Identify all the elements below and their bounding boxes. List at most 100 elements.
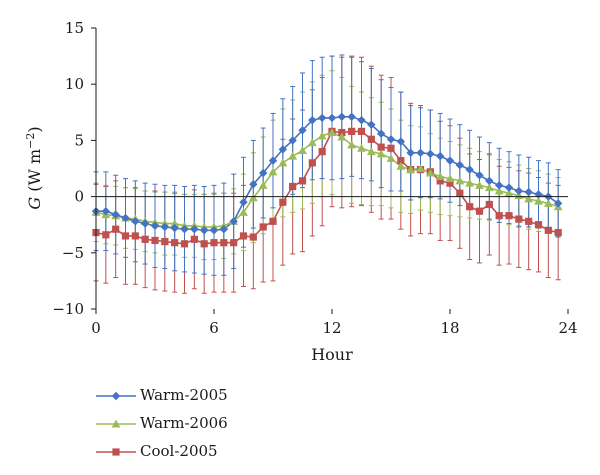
- cool-2005-point: [387, 144, 395, 152]
- warm-2006-point: [239, 207, 248, 216]
- warm-2006-point: [504, 188, 514, 197]
- legend-swatch-warm-2006: [96, 419, 136, 428]
- warm-2005-point: [121, 213, 130, 223]
- cool-2005-point: [289, 182, 297, 191]
- cool-2005-point: [190, 235, 198, 243]
- cool-2005-point: [298, 177, 307, 185]
- cool-2005-point: [397, 157, 405, 165]
- warm-2005-point: [376, 129, 386, 138]
- warm-2005-point: [298, 126, 307, 135]
- warm-2005-point: [219, 224, 229, 234]
- cool-2005-point: [249, 233, 257, 241]
- cool-2005-point: [121, 232, 130, 240]
- warm-2005-point: [426, 149, 435, 159]
- warm-2005-point: [278, 145, 288, 154]
- warm-2006-point: [425, 168, 435, 177]
- warm-2006-point: [475, 180, 484, 189]
- warm-2006-point: [258, 180, 268, 189]
- warm-2005-point: [268, 156, 278, 165]
- series-markers-layer: [91, 112, 563, 248]
- cool-2005-point: [269, 217, 277, 225]
- cool-2005-point: [515, 215, 523, 223]
- cool-2005-point: [367, 135, 375, 143]
- cool-2005-point: [171, 239, 179, 247]
- warm-2006-point: [416, 164, 425, 173]
- warm-2005-point: [435, 151, 445, 161]
- cool-2005-point: [348, 127, 356, 136]
- y-tick-label: −5: [62, 244, 84, 262]
- warm-2005-point: [229, 217, 238, 226]
- cool-2005-point: [112, 225, 120, 233]
- warm-2005-point: [140, 219, 150, 228]
- warm-2006-point: [543, 198, 553, 207]
- y-tick-label: 15: [65, 19, 84, 37]
- cool-2005-point: [200, 240, 208, 248]
- warm-2006-point: [268, 167, 278, 176]
- warm-2006-point: [327, 128, 337, 137]
- warm-2005-point: [406, 148, 415, 157]
- y-tick-label: 10: [65, 75, 84, 93]
- warm-2005-point: [357, 115, 366, 125]
- warm-2005-point: [524, 187, 533, 197]
- x-tick-label: 24: [558, 319, 577, 337]
- warm-2006-point: [406, 165, 416, 174]
- warm-2006-point: [170, 219, 180, 228]
- legend-label-cool-2005: Cool-2005: [140, 442, 218, 460]
- warm-2005-point: [170, 223, 179, 233]
- warm-2006-point: [317, 131, 327, 140]
- warm-2005-point: [239, 198, 248, 207]
- warm-2006-point: [435, 171, 445, 180]
- warm-2005-point: [111, 210, 120, 219]
- x-tick-label: 0: [91, 319, 101, 337]
- legend-label-warm-2005: Warm-2005: [140, 386, 228, 404]
- warm-2006-point: [494, 186, 504, 195]
- warm-2005-point: [367, 120, 376, 129]
- warm-2006-point: [465, 178, 475, 187]
- cool-2005-point: [180, 240, 189, 248]
- cool-2005-point: [308, 159, 316, 167]
- warm-2006-point: [337, 132, 347, 141]
- y-tick-label: 0: [74, 188, 84, 206]
- warm-2005-point: [101, 207, 111, 216]
- warm-2005-point: [534, 190, 543, 199]
- warm-2006-point: [298, 146, 307, 155]
- cool-2005-point: [230, 239, 238, 247]
- cool-2005-point: [239, 232, 248, 240]
- cool-2005-point: [485, 200, 493, 209]
- warm-2005-point: [308, 115, 317, 125]
- warm-2005-point: [249, 180, 258, 189]
- warm-2006-legend-marker: [111, 419, 121, 428]
- warm-2005-point: [386, 135, 396, 144]
- cool-2005-point: [466, 203, 474, 211]
- cool-2005-point: [357, 127, 366, 136]
- cool-2005-point: [210, 239, 218, 247]
- warm-2005-point: [494, 181, 504, 190]
- warm-2005-point: [190, 224, 199, 234]
- axes-layer: −10 −5 0 5 10 15 0 6 12 18 24: [52, 19, 577, 337]
- cool-2005-point: [525, 217, 533, 225]
- warm-2006-point: [366, 147, 376, 156]
- cool-2005-point: [377, 143, 385, 151]
- cool-2005-point: [338, 128, 346, 137]
- error-bars-layer: [93, 54, 561, 294]
- warm-2005-legend-marker: [111, 391, 121, 401]
- warm-2006-point: [278, 158, 288, 167]
- x-tick-label: 12: [322, 319, 341, 337]
- warm-2005-point: [258, 168, 268, 178]
- warm-2005-point: [337, 112, 347, 121]
- warm-2006-point: [396, 161, 406, 170]
- warm-2006-point: [347, 140, 357, 149]
- warm-2006-point: [248, 193, 258, 202]
- cool-2005-point: [436, 177, 444, 185]
- warm-2006-point: [455, 176, 465, 185]
- legend-label-warm-2006: Warm-2006: [140, 414, 228, 432]
- cool-2005-point: [446, 179, 454, 187]
- y-tick-label: −10: [52, 300, 84, 318]
- cool-2005-point: [151, 236, 159, 245]
- cool-2005-point: [534, 221, 543, 229]
- cool-2005-point: [318, 148, 326, 156]
- y-axis-title: G (W m−2): [24, 126, 44, 209]
- x-tick-label: 6: [209, 319, 219, 337]
- warm-2005-point: [131, 217, 140, 226]
